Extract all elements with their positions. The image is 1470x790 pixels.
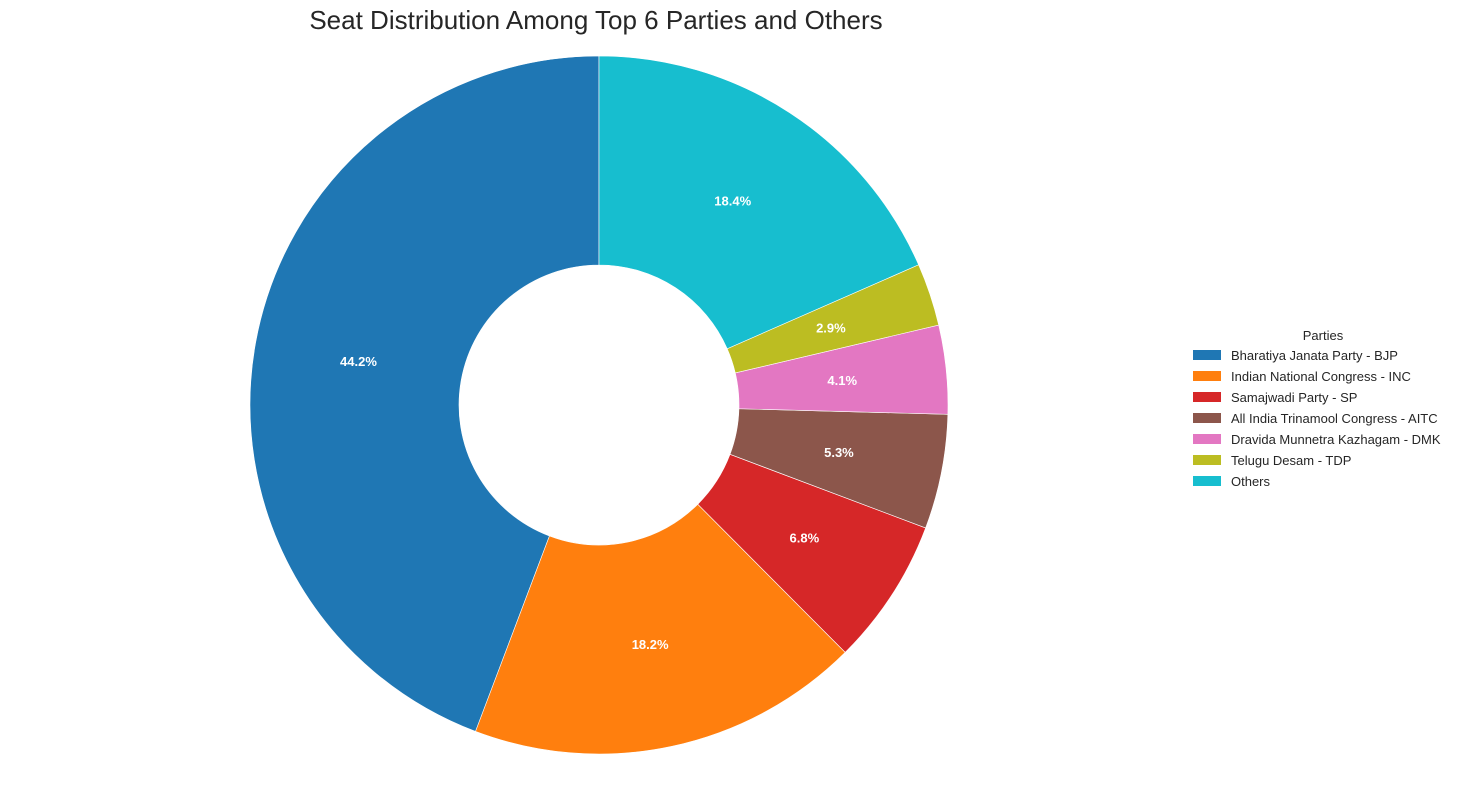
slices-group bbox=[249, 55, 949, 755]
legend-title: Parties bbox=[1303, 328, 1344, 343]
legend-label-samajwadi-party-sp: Samajwadi Party - SP bbox=[1231, 390, 1357, 405]
percent-label-others: 18.4% bbox=[714, 193, 751, 208]
legend-label-dravida-munnetra-kazhagam-dmk: Dravida Munnetra Kazhagam - DMK bbox=[1231, 432, 1441, 447]
percent-label-bharatiya-janata-party-bjp: 44.2% bbox=[340, 354, 377, 369]
legend-label-telugu-desam-tdp: Telugu Desam - TDP bbox=[1231, 453, 1351, 468]
chart-title: Seat Distribution Among Top 6 Parties an… bbox=[309, 5, 882, 35]
legend-swatch-indian-national-congress-inc bbox=[1193, 371, 1221, 381]
slice-indian-national-congress-inc bbox=[475, 503, 846, 755]
legend-label-others: Others bbox=[1231, 474, 1271, 489]
slice-others bbox=[598, 55, 919, 350]
percent-label-dravida-munnetra-kazhagam-dmk: 4.1% bbox=[827, 373, 857, 388]
legend-swatch-bharatiya-janata-party-bjp bbox=[1193, 350, 1221, 360]
slice-bharatiya-janata-party-bjp bbox=[249, 55, 600, 732]
legend-swatch-samajwadi-party-sp bbox=[1193, 392, 1221, 402]
legend-label-bharatiya-janata-party-bjp: Bharatiya Janata Party - BJP bbox=[1231, 348, 1398, 363]
percent-label-all-india-trinamool-congress-aitc: 5.3% bbox=[824, 445, 854, 460]
legend-swatch-all-india-trinamool-congress-aitc bbox=[1193, 413, 1221, 423]
legend: Parties Bharatiya Janata Party - BJP Indi… bbox=[1193, 328, 1441, 489]
percent-label-indian-national-congress-inc: 18.2% bbox=[632, 637, 669, 652]
percent-label-telugu-desam-tdp: 2.9% bbox=[816, 321, 846, 336]
percent-labels-group: 44.2% 18.2% 6.8% 5.3% 4.1% 2.9% 18.4% bbox=[340, 193, 857, 652]
percent-label-samajwadi-party-sp: 6.8% bbox=[790, 531, 820, 546]
legend-swatch-others bbox=[1193, 476, 1221, 486]
legend-label-indian-national-congress-inc: Indian National Congress - INC bbox=[1231, 369, 1411, 384]
legend-swatch-telugu-desam-tdp bbox=[1193, 455, 1221, 465]
legend-label-all-india-trinamool-congress-aitc: All India Trinamool Congress - AITC bbox=[1231, 411, 1438, 426]
legend-swatch-dravida-munnetra-kazhagam-dmk bbox=[1193, 434, 1221, 444]
